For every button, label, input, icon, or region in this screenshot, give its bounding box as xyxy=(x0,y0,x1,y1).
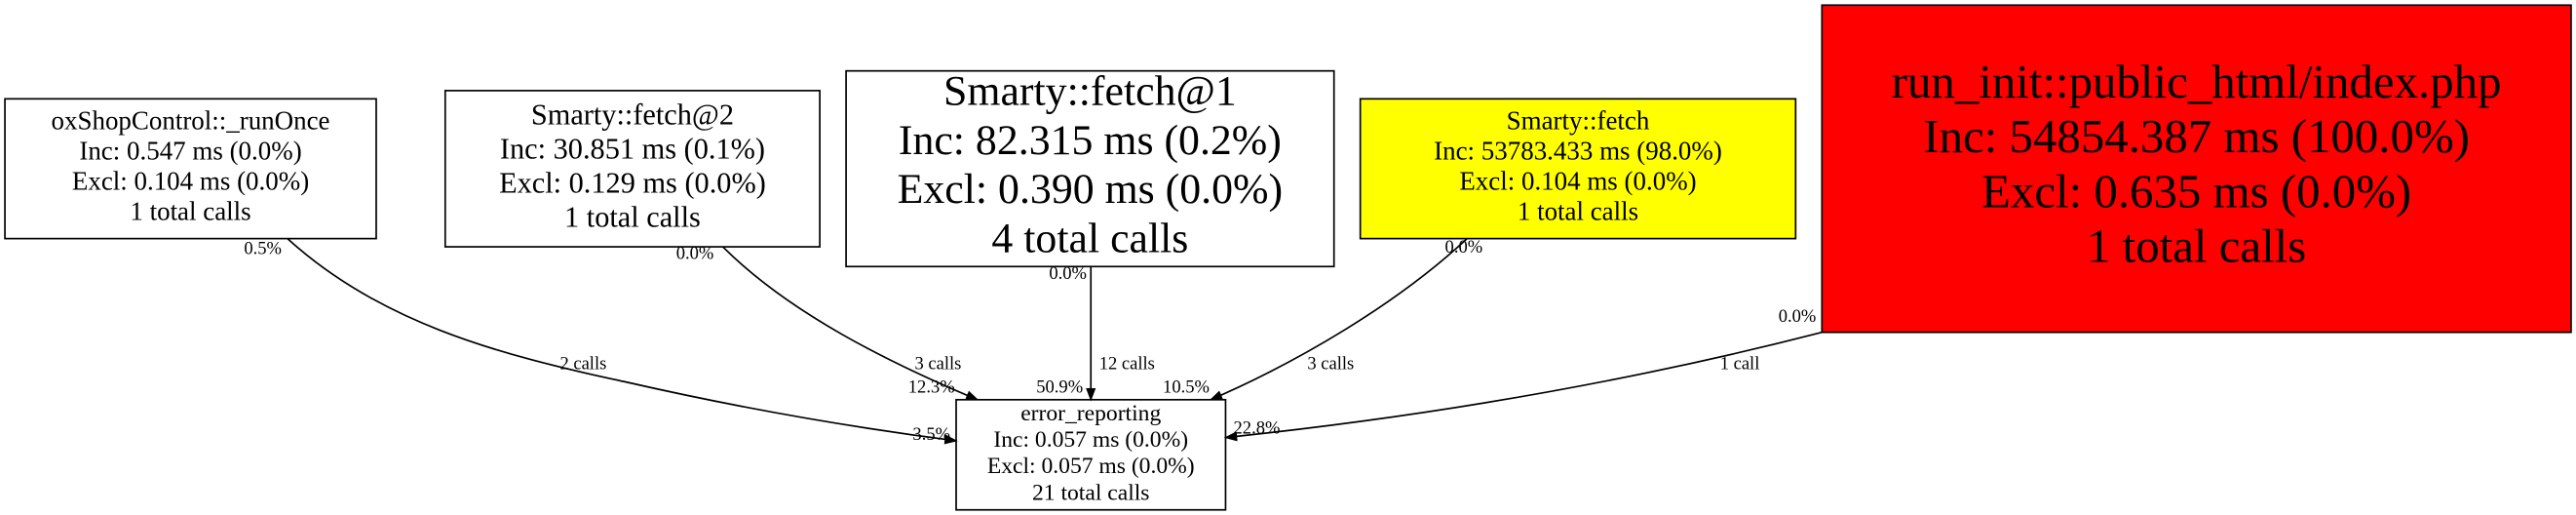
node-title: Smarty::fetch@1 xyxy=(943,67,1237,114)
node-stat: Excl: 0.390 ms (0.0%) xyxy=(898,166,1283,213)
node-stat: 1 total calls xyxy=(130,197,250,226)
edge-line xyxy=(1209,237,1468,401)
tail-label: 0.0% xyxy=(1049,263,1087,284)
tail-label: 0.5% xyxy=(244,239,282,259)
head-label: 22.8% xyxy=(1234,417,1281,438)
node-stat: 1 total calls xyxy=(1518,197,1638,226)
node-stat: Inc: 0.547 ms (0.0%) xyxy=(79,137,301,166)
edge: 0.5% 2 calls 3.5% xyxy=(244,237,958,445)
head-label: 3.5% xyxy=(912,424,950,445)
edge: 0.0% 12 calls 50.9% xyxy=(1036,263,1155,402)
edge-line xyxy=(722,246,980,401)
head-label: 10.5% xyxy=(1163,376,1210,397)
node-title: oxShopControl::_runOnce xyxy=(52,106,330,136)
node-stat: 1 total calls xyxy=(564,200,701,233)
node-stat: 4 total calls xyxy=(991,216,1188,262)
node-stat: Excl: 0.104 ms (0.0%) xyxy=(1459,167,1696,196)
node-stat: Excl: 0.104 ms (0.0%) xyxy=(72,167,309,196)
node-stat: Inc: 0.057 ms (0.0%) xyxy=(993,427,1188,453)
call-count: 2 calls xyxy=(559,354,606,375)
edge: 0.0% 3 calls 10.5% xyxy=(1163,237,1483,401)
node-box xyxy=(443,90,821,248)
node-box xyxy=(955,398,1227,511)
node-title: error_reporting xyxy=(1020,401,1161,426)
call-count: 3 calls xyxy=(1307,354,1354,375)
head-label: 50.9% xyxy=(1036,376,1083,397)
node-stat: Inc: 54854.387 ms (100.0%) xyxy=(1923,109,2470,163)
node-stat: Excl: 0.129 ms (0.0%) xyxy=(499,166,766,199)
call-count: 3 calls xyxy=(915,354,962,375)
edge: 0.0% 1 call 22.8% xyxy=(1223,306,1823,442)
node-title: Smarty::fetch@2 xyxy=(531,99,734,132)
call-count: 12 calls xyxy=(1099,354,1155,375)
call-count: 1 call xyxy=(1720,354,1760,375)
node-stat: 1 total calls xyxy=(2087,219,2306,273)
node-stat: 21 total calls xyxy=(1032,480,1149,505)
head-label: 12.3% xyxy=(908,376,955,397)
node-box xyxy=(1359,98,1797,240)
edge-line xyxy=(287,237,958,445)
tail-label: 0.0% xyxy=(1445,237,1483,258)
tail-label: 0.0% xyxy=(1779,306,1817,327)
tail-label: 0.0% xyxy=(676,244,714,264)
node-title: run_init::public_html/index.php xyxy=(1892,55,2502,108)
edge-line xyxy=(1223,331,1823,442)
node-box xyxy=(845,69,1335,268)
node-stat: Inc: 53783.433 ms (98.0%) xyxy=(1434,137,1722,166)
node-box xyxy=(1821,4,2572,334)
node-stat: Excl: 0.057 ms (0.0%) xyxy=(987,454,1195,479)
node-stat: Inc: 82.315 ms (0.2%) xyxy=(899,117,1282,164)
node-box xyxy=(4,98,377,240)
node-stat: Inc: 30.851 ms (0.1%) xyxy=(500,133,765,166)
node-title: Smarty::fetch xyxy=(1507,106,1650,136)
node-stat: Excl: 0.635 ms (0.0%) xyxy=(1981,164,2411,218)
